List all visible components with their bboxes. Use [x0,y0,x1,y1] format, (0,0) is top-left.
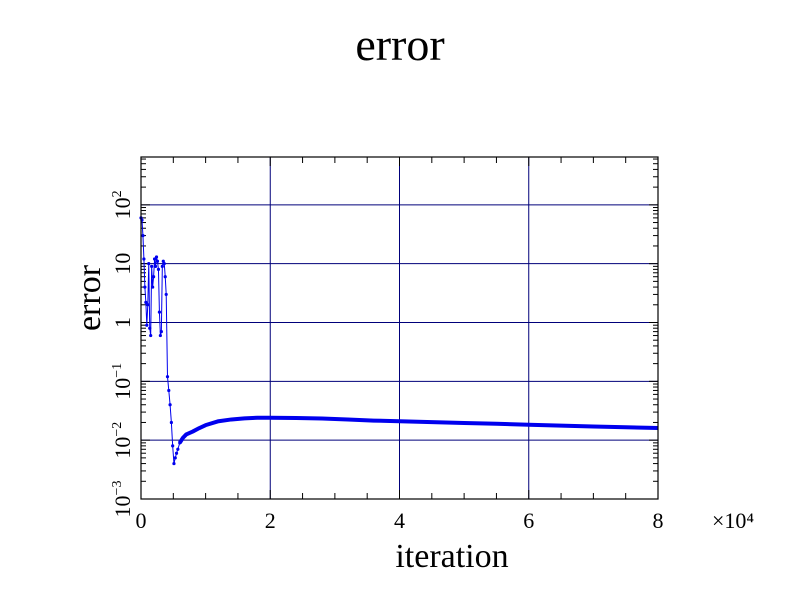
x-tick-label: 0 [136,508,147,533]
data-point [160,264,164,268]
data-point [164,292,168,297]
grid-lines [141,157,658,499]
data-point [163,275,167,279]
y-tick-base: 1 [110,317,135,328]
data-point [159,330,163,334]
data-point [167,388,171,393]
y-tick-label: 10−1 [110,363,135,400]
y-tick-label: 10 [110,253,135,275]
data-point [142,257,146,261]
series-layer [139,216,659,466]
data-point [151,285,155,289]
data-point [153,264,158,268]
y-tick-base: 10 [110,197,135,219]
y-tick-exponent: −2 [110,422,125,437]
chart-title: error [355,19,444,70]
y-tick-exponent: −3 [110,481,125,496]
plot-frame [140,156,659,500]
data-point [169,420,173,425]
data-point [141,233,145,238]
data-point [168,403,172,407]
data-point [161,259,165,263]
data-point [152,257,157,261]
data-point [143,285,147,289]
x-tick-label: 4 [394,508,405,533]
y-tick-label: 10−2 [110,422,135,459]
x-tick-labels: 0 2 4 6 8 [136,508,664,533]
data-point [174,451,179,455]
x-tick-label: 8 [653,508,664,533]
y-tick-base: 10 [110,495,135,517]
series-line-tail [178,415,659,444]
minor-ticks [140,157,659,500]
series-line-early [140,217,181,464]
y-tick-base: 10 [110,378,135,400]
x-axis-multiplier: ×10⁴ [712,508,754,533]
data-point [155,259,160,263]
data-point [178,441,182,445]
data-point [158,333,162,338]
data-point [152,275,156,279]
x-tick-label: 6 [523,508,534,533]
data-point [147,262,151,266]
y-tick-exponent: 2 [110,190,125,197]
data-point [171,444,175,448]
data-point [157,310,162,314]
data-point [176,447,180,451]
data-point [154,255,159,259]
y-tick-label: 10−3 [110,481,135,518]
data-point [165,375,170,379]
data-point [149,333,153,338]
data-point [173,456,177,460]
data-point [148,326,152,330]
data-point [144,300,148,304]
data-point [146,303,150,307]
y-tick-base: 10 [110,437,135,459]
data-point [145,323,149,327]
y-axis-label: error [71,264,108,331]
data-point [150,264,154,268]
x-axis-label: iteration [395,538,508,575]
y-tick-exponent: −1 [110,363,125,378]
data-point [162,262,166,266]
x-tick-label: 2 [265,508,276,533]
y-tick-base: 10 [110,253,135,275]
y-tick-label: 102 [110,190,135,219]
y-tick-label: 1 [110,317,135,328]
data-point [172,461,176,466]
data-point [156,267,161,271]
